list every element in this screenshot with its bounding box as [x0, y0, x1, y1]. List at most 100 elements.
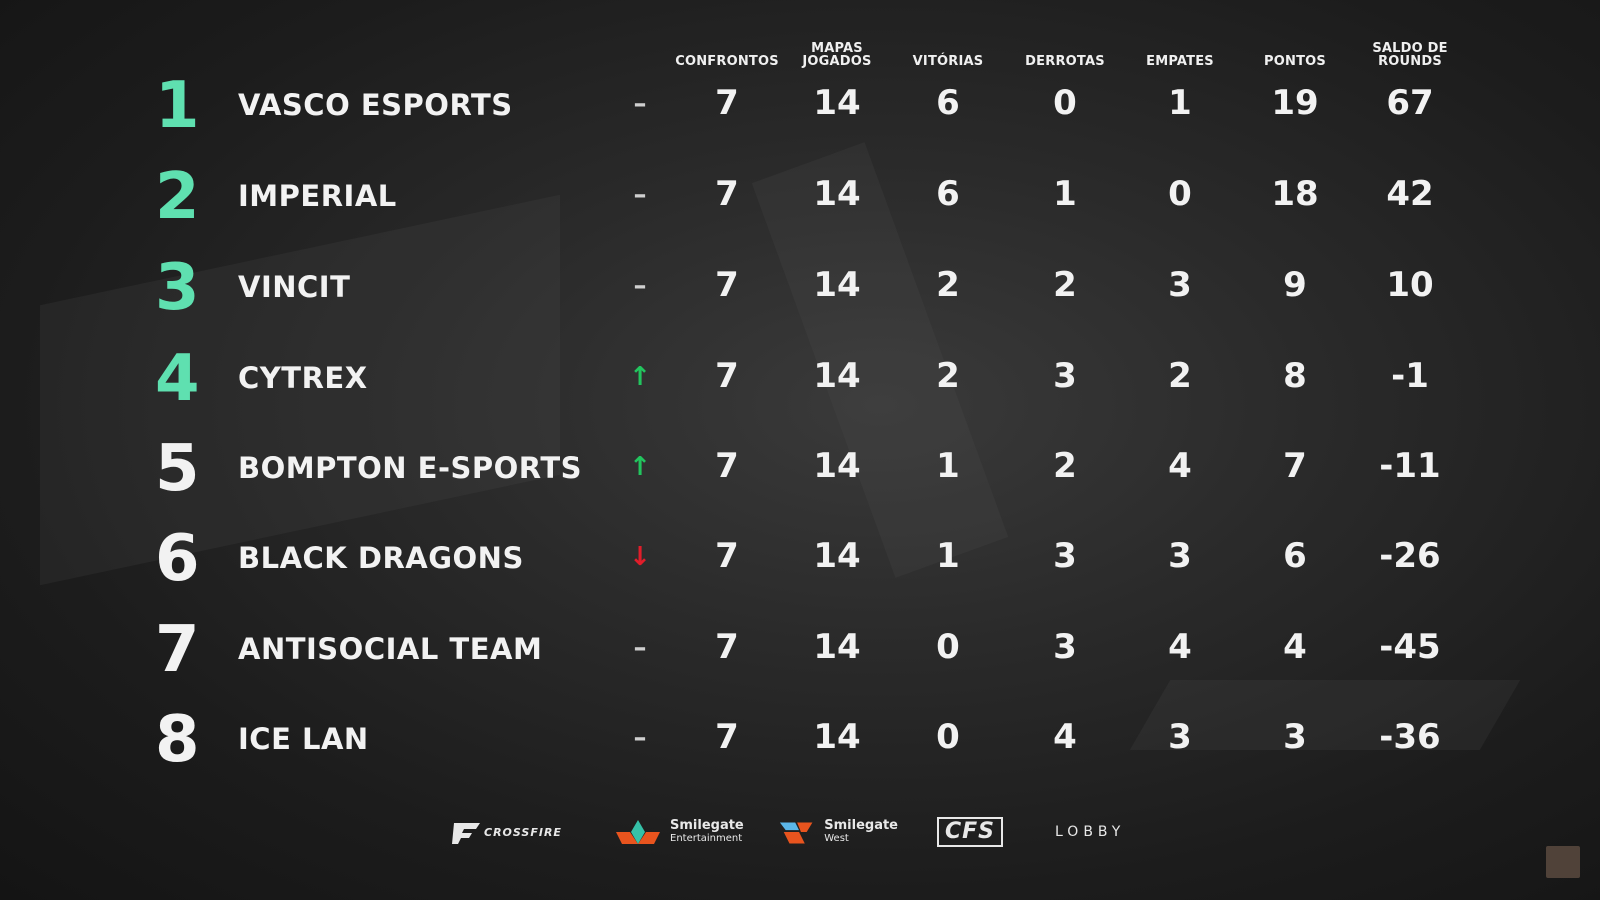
- cell-pontos: 3: [1283, 717, 1307, 757]
- header-empates: EMPATES: [1130, 38, 1230, 68]
- rank-number: 6: [155, 522, 200, 596]
- cell-confrontos: 7: [715, 83, 739, 123]
- header-mapas-jogados: MAPAS JOGADOS: [787, 38, 887, 68]
- cell-saldo: -26: [1379, 536, 1441, 576]
- smilegate-ent-name: Smilegate: [670, 818, 744, 833]
- cell-confrontos: 7: [715, 717, 739, 757]
- rank-number: 3: [155, 251, 200, 325]
- header-empates-label: EMPATES: [1146, 54, 1214, 69]
- smilegate-west-icon: [779, 822, 813, 844]
- header-derrotas-label: DERROTAS: [1025, 54, 1105, 69]
- cell-derrotas: 2: [1053, 446, 1077, 486]
- header-mapas-line1: MAPAS: [811, 41, 863, 56]
- cell-vitorias: 6: [936, 174, 960, 214]
- cell-empates: 2: [1168, 356, 1192, 396]
- cell-saldo: -45: [1379, 627, 1441, 667]
- smilegate-entertainment-logo: Smilegate Entertainment: [614, 812, 744, 852]
- cell-empates: 0: [1168, 174, 1192, 214]
- cell-derrotas: 0: [1053, 83, 1077, 123]
- table-row: 2 IMPERIAL – 7 14 6 1 0 18 42: [0, 154, 1600, 244]
- lobby-wordmark: LOBBY: [1055, 824, 1126, 840]
- crossfire-logo: CROSSFIRE: [452, 812, 582, 852]
- cell-mapas: 14: [813, 265, 861, 305]
- cell-mapas: 14: [813, 717, 861, 757]
- trend-neutral-icon: –: [633, 723, 647, 753]
- cell-empates: 3: [1168, 536, 1192, 576]
- cell-empates: 3: [1168, 265, 1192, 305]
- cell-saldo: -36: [1379, 717, 1441, 757]
- header-vitorias: VITÓRIAS: [898, 38, 998, 68]
- cell-confrontos: 7: [715, 627, 739, 667]
- rank-number: 1: [155, 69, 200, 143]
- team-name: VINCIT: [238, 270, 351, 304]
- header-vitorias-label: VITÓRIAS: [912, 54, 984, 69]
- rank-number: 7: [155, 613, 200, 687]
- channel-watermark: [1546, 846, 1580, 878]
- cell-mapas: 14: [813, 83, 861, 123]
- cell-saldo: -1: [1391, 356, 1429, 396]
- rank-number: 4: [155, 342, 200, 416]
- cell-derrotas: 2: [1053, 265, 1077, 305]
- cell-mapas: 14: [813, 174, 861, 214]
- cell-derrotas: 1: [1053, 174, 1077, 214]
- team-name: CYTREX: [238, 361, 368, 395]
- cell-confrontos: 7: [715, 536, 739, 576]
- team-name: VASCO ESPORTS: [238, 88, 513, 122]
- cfs-wordmark: CFS: [945, 819, 996, 844]
- trend-neutral-icon: –: [633, 89, 647, 119]
- cell-vitorias: 2: [936, 265, 960, 305]
- cell-saldo: 10: [1386, 265, 1434, 305]
- team-name: BOMPTON E-SPORTS: [238, 451, 583, 485]
- crossfire-wordmark: CROSSFIRE: [484, 825, 562, 839]
- cell-vitorias: 0: [936, 717, 960, 757]
- cell-confrontos: 7: [715, 446, 739, 486]
- table-row: 8 ICE LAN – 7 14 0 4 3 3 -36: [0, 697, 1600, 787]
- header-saldo-line2: ROUNDS: [1378, 54, 1442, 69]
- cell-saldo: 42: [1386, 174, 1434, 214]
- cell-derrotas: 3: [1053, 536, 1077, 576]
- team-name: ANTISOCIAL TEAM: [238, 632, 543, 666]
- smilegate-west-name: Smilegate: [824, 818, 898, 833]
- cell-empates: 3: [1168, 717, 1192, 757]
- table-row: 6 BLACK DRAGONS ↓ 7 14 1 3 3 6 -26: [0, 516, 1600, 606]
- cell-empates: 1: [1168, 83, 1192, 123]
- header-pontos-label: PONTOS: [1264, 54, 1326, 69]
- cell-saldo: -11: [1379, 446, 1441, 486]
- rank-number: 8: [155, 703, 200, 777]
- cell-empates: 4: [1168, 627, 1192, 667]
- cell-pontos: 19: [1271, 83, 1319, 123]
- rank-number: 5: [155, 432, 200, 506]
- smilegate-west-sub: West: [824, 833, 849, 844]
- cell-saldo: 67: [1386, 83, 1434, 123]
- cell-mapas: 14: [813, 627, 861, 667]
- table-row: 5 BOMPTON E-SPORTS ↑ 7 14 1 2 4 7 -11: [0, 426, 1600, 516]
- header-pontos: PONTOS: [1245, 38, 1345, 68]
- header-derrotas: DERROTAS: [1015, 38, 1115, 68]
- cell-derrotas: 3: [1053, 627, 1077, 667]
- header-saldo-de-rounds: SALDO DE ROUNDS: [1360, 38, 1460, 68]
- cell-confrontos: 7: [715, 265, 739, 305]
- header-confrontos-label: CONFRONTOS: [675, 54, 779, 69]
- smilegate-west-logo: Smilegate West: [778, 812, 898, 852]
- cell-pontos: 7: [1283, 446, 1307, 486]
- trend-up-icon: ↑: [629, 452, 651, 482]
- smilegate-ent-sub: Entertainment: [670, 833, 743, 844]
- cell-vitorias: 1: [936, 446, 960, 486]
- header-confrontos: CONFRONTOS: [672, 38, 782, 68]
- cell-pontos: 8: [1283, 356, 1307, 396]
- rank-number: 2: [155, 160, 200, 234]
- header-mapas-line2: JOGADOS: [802, 54, 872, 69]
- cell-derrotas: 4: [1053, 717, 1077, 757]
- cell-pontos: 6: [1283, 536, 1307, 576]
- cell-mapas: 14: [813, 536, 861, 576]
- cfs-logo: CFS: [937, 812, 1017, 852]
- table-row: 1 VASCO ESPORTS – 7 14 6 0 1 19 67: [0, 63, 1600, 153]
- cell-confrontos: 7: [715, 356, 739, 396]
- trend-neutral-icon: –: [633, 180, 647, 210]
- cell-pontos: 18: [1271, 174, 1319, 214]
- cell-confrontos: 7: [715, 174, 739, 214]
- trend-up-icon: ↑: [629, 362, 651, 392]
- smilegate-diamond-icon: [616, 820, 660, 844]
- cell-pontos: 4: [1283, 627, 1307, 667]
- team-name: BLACK DRAGONS: [238, 541, 524, 575]
